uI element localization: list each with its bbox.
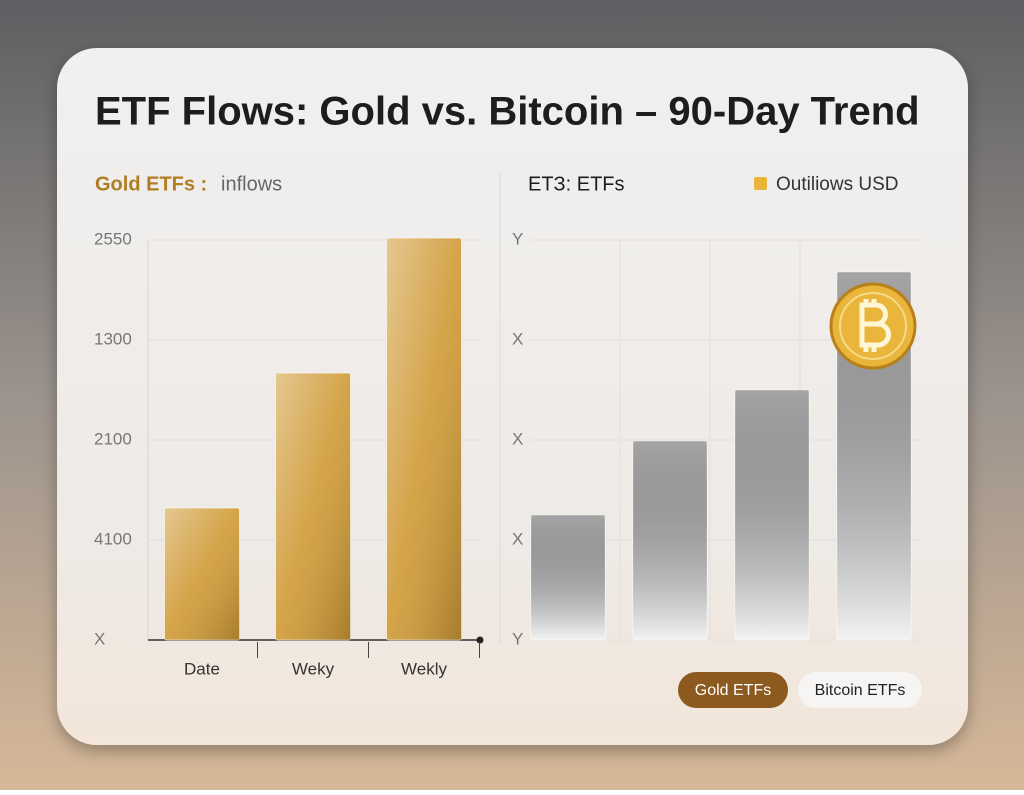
y-tick-label: 2550: [94, 229, 132, 248]
y-tick-label: Y: [512, 229, 523, 248]
y-tick-label: X: [94, 629, 105, 648]
button[interactable]: Gold ETFs: [678, 672, 788, 708]
x-tick-label: Date: [184, 659, 220, 678]
button-label[interactable]: Bitcoin ETFs: [815, 682, 906, 699]
y-tick-label: 1300: [94, 329, 132, 348]
axis-end: [476, 636, 484, 644]
y-tick-label: 2100: [94, 429, 132, 448]
bar: [530, 514, 606, 641]
coin-inner: [839, 292, 907, 360]
bitcoin-icon: [829, 282, 917, 370]
button-bg[interactable]: [798, 672, 922, 708]
y-tick-label: 4100: [94, 529, 132, 548]
subtitle: ETЗ: ETFs: [528, 173, 625, 195]
subtitle: Gold ETFs :: [95, 173, 207, 195]
y-tick-label: X: [512, 529, 523, 548]
button-bg[interactable]: [678, 672, 788, 708]
y-tick-label: X: [512, 429, 523, 448]
bar: [275, 372, 351, 641]
legend-swatch: [754, 177, 767, 190]
y-tick-label: X: [512, 329, 523, 348]
bar: [734, 389, 810, 641]
coin-glyph: [859, 299, 891, 352]
y-tick-label: Y: [512, 629, 523, 648]
legend-label: Outiliows USD: [776, 174, 898, 195]
x-tick-label: Weky: [292, 659, 335, 678]
x-tick-label: Wekly: [401, 659, 447, 678]
button-label[interactable]: Gold ETFs: [695, 682, 771, 699]
bar: [386, 237, 462, 641]
title: ETF Flows: Gold vs. Bitcoin – 90-Day Tre…: [95, 90, 920, 134]
note: inflows: [221, 173, 282, 195]
button[interactable]: Bitcoin ETFs: [798, 672, 922, 708]
bar: [164, 507, 240, 641]
bar: [632, 440, 708, 641]
